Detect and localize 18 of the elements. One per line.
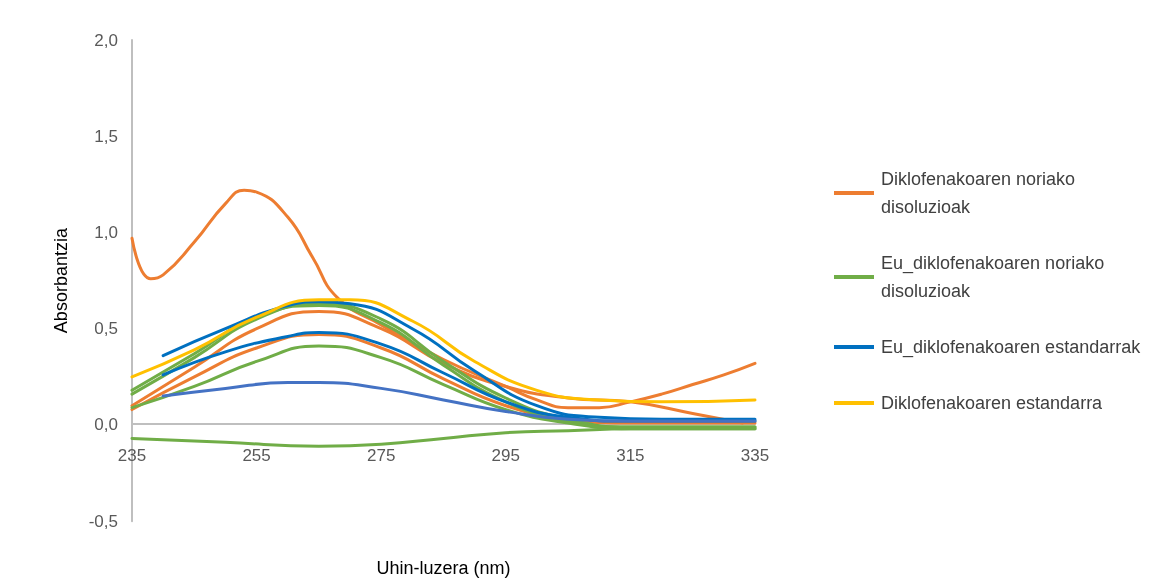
y-tick-label: -0,5 (88, 511, 118, 531)
x-tick-label: 275 (367, 446, 396, 465)
legend-label: Eu_diklofenakoaren estandarrak (881, 337, 1142, 358)
x-tick-label: 335 (740, 446, 770, 465)
y-tick-label: 2,0 (94, 30, 118, 50)
legend-label: Eu_diklofenakoaren noriako disoluzioak (881, 253, 1110, 301)
legend-label: Diklofenakoaren noriako disoluzioak (881, 169, 1081, 217)
x-tick-label: 235 (117, 446, 147, 465)
y-tick-label: 1,5 (94, 126, 118, 146)
y-axis-title: Absorbantzia (51, 227, 71, 334)
x-tick-label: 315 (616, 446, 645, 465)
x-axis-title: Uhin-luzera (nm) (376, 558, 511, 578)
legend-label: Diklofenakoaren estandarra (881, 393, 1104, 413)
y-tick-label: 1,0 (94, 222, 118, 242)
x-tick-label: 295 (491, 446, 520, 465)
y-tick-label: 0,0 (94, 415, 118, 435)
x-tick-label: 255 (242, 446, 271, 465)
y-tick-label: 0,5 (94, 319, 118, 339)
